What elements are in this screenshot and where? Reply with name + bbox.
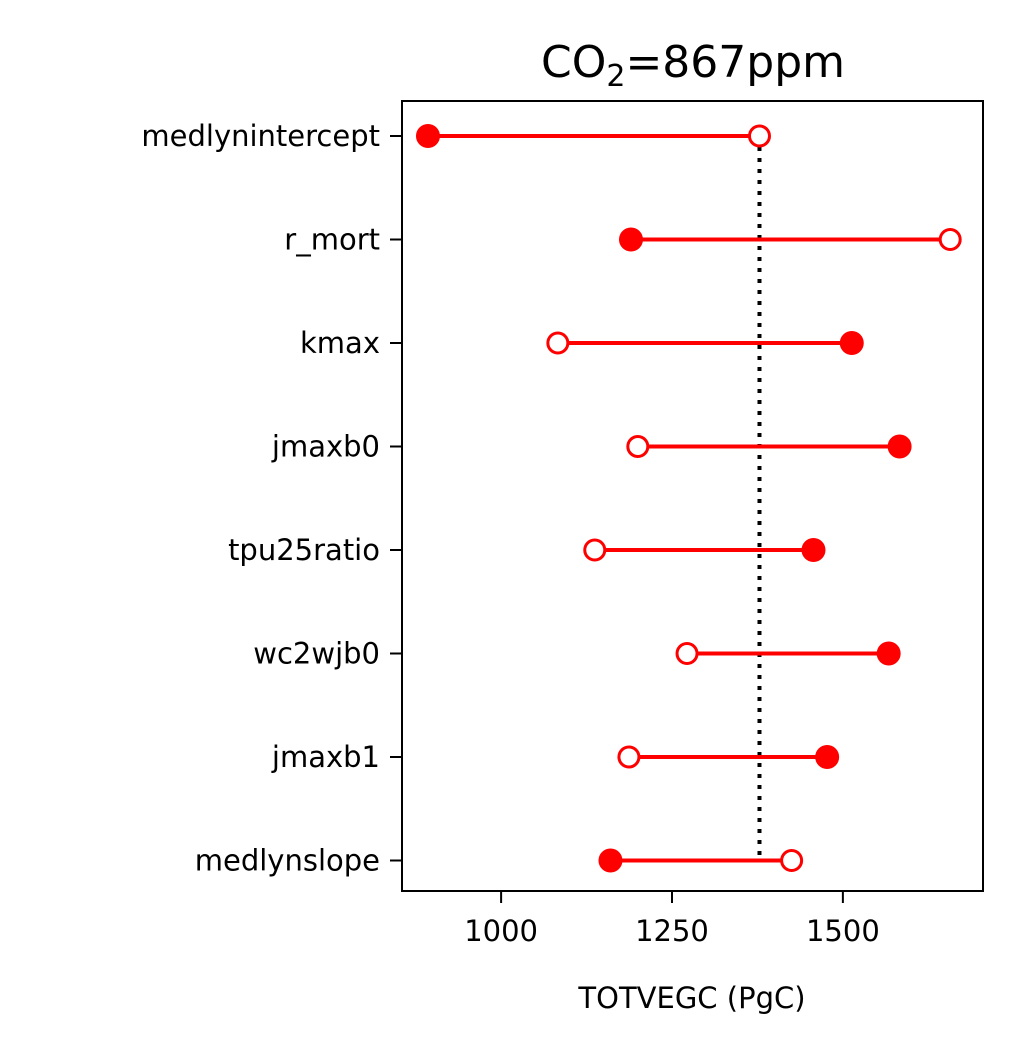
y-tick-label: tpu25ratio	[228, 533, 380, 567]
x-tick-label: 1500	[806, 914, 880, 948]
filled-marker-jmaxb1	[815, 745, 840, 769]
open-marker-r_mort	[938, 228, 962, 251]
open-marker-tpu25ratio	[583, 538, 607, 562]
filled-marker-r_mort	[618, 227, 643, 252]
open-marker-medlynintercept	[747, 124, 771, 148]
filled-marker-jmaxb0	[887, 434, 912, 459]
x-tick-label: 1250	[635, 914, 709, 948]
chart-title-subscript: 2	[606, 59, 625, 94]
y-tick-label: medlynintercept	[141, 119, 380, 153]
x-axis-label: TOTVEGC (PgC)	[577, 981, 805, 1015]
plot-frame	[401, 100, 984, 892]
y-tick-label: kmax	[300, 326, 380, 360]
open-marker-jmaxb0	[626, 435, 650, 458]
open-marker-wc2wjb0	[675, 642, 699, 665]
plot-area	[415, 124, 962, 873]
open-marker-kmax	[546, 331, 570, 355]
y-tick-label: jmaxb0	[271, 430, 380, 464]
filled-marker-wc2wjb0	[876, 641, 901, 666]
y-tick-label: medlynslope	[195, 844, 380, 878]
y-tick-label: wc2wjb0	[253, 637, 380, 671]
open-marker-jmaxb1	[617, 745, 641, 769]
chart-title: CO2=867ppm	[541, 37, 845, 94]
open-marker-medlynslope	[780, 849, 804, 872]
filled-marker-medlynintercept	[415, 124, 440, 148]
x-axis: 1000 1250 1500	[464, 891, 880, 948]
y-tick-label: jmaxb1	[271, 740, 380, 774]
filled-marker-medlynslope	[598, 848, 623, 873]
y-tick-label: r_mort	[284, 223, 380, 257]
filled-marker-kmax	[839, 331, 864, 355]
x-tick-label: 1000	[464, 914, 538, 948]
filled-marker-tpu25ratio	[801, 538, 826, 562]
